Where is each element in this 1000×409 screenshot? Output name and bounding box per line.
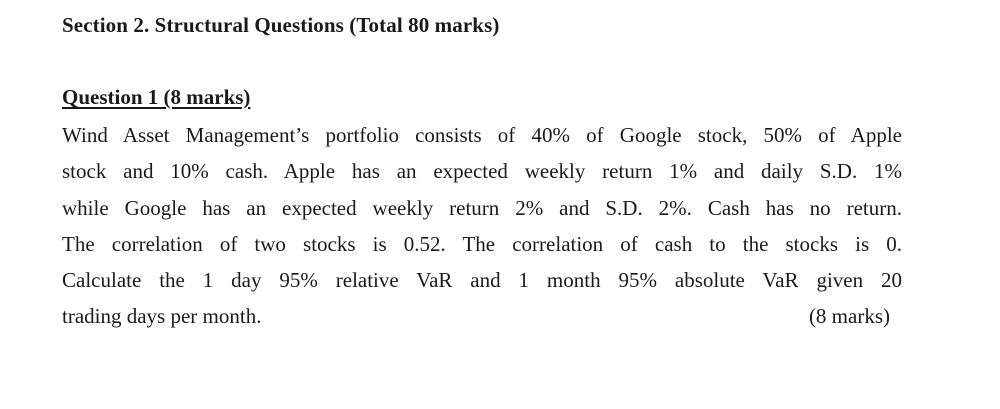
question-final-line: trading days per month. (8 marks)	[62, 298, 890, 334]
question-text-line: while Google has an expected weekly retu…	[62, 195, 902, 220]
question-text-line: Wind Asset Management’s portfolio consis…	[62, 123, 902, 147]
question-text-line: stock and 10% cash. Apple has an expecte…	[62, 159, 902, 184]
question-title: Question 1 (8 marks)	[62, 85, 251, 109]
section-title: Section 2. Structural Questions (Total 8…	[62, 13, 500, 37]
marks-label: (8 marks)	[808, 304, 890, 329]
question-text-line: The correlation of two stocks is 0.52. T…	[62, 231, 902, 256]
question-body: Wind Asset Management’s portfolio consis…	[62, 117, 902, 335]
question-text-line: Calculate the 1 day 95% relative VaR and…	[62, 268, 902, 293]
question-text-line: trading days per month.	[62, 304, 262, 329]
